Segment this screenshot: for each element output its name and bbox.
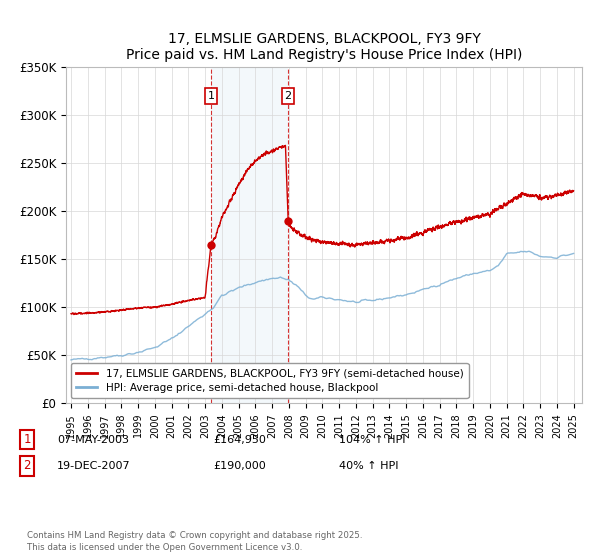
Text: 1: 1 (208, 91, 214, 101)
Title: 17, ELMSLIE GARDENS, BLACKPOOL, FY3 9FY
Price paid vs. HM Land Registry's House : 17, ELMSLIE GARDENS, BLACKPOOL, FY3 9FY … (126, 32, 522, 62)
Text: £190,000: £190,000 (213, 461, 266, 471)
Text: £164,950: £164,950 (213, 435, 266, 445)
Text: 2: 2 (23, 459, 31, 473)
Text: 19-DEC-2007: 19-DEC-2007 (57, 461, 131, 471)
Bar (211, 67, 288, 403)
Text: Contains HM Land Registry data © Crown copyright and database right 2025.
This d: Contains HM Land Registry data © Crown c… (27, 531, 362, 552)
Text: 40% ↑ HPI: 40% ↑ HPI (339, 461, 398, 471)
Text: 1: 1 (23, 433, 31, 446)
Text: 104% ↑ HPI: 104% ↑ HPI (339, 435, 406, 445)
Text: 2: 2 (284, 91, 292, 101)
Text: 07-MAY-2003: 07-MAY-2003 (57, 435, 129, 445)
Legend: 17, ELMSLIE GARDENS, BLACKPOOL, FY3 9FY (semi-detached house), HPI: Average pric: 17, ELMSLIE GARDENS, BLACKPOOL, FY3 9FY … (71, 363, 469, 398)
